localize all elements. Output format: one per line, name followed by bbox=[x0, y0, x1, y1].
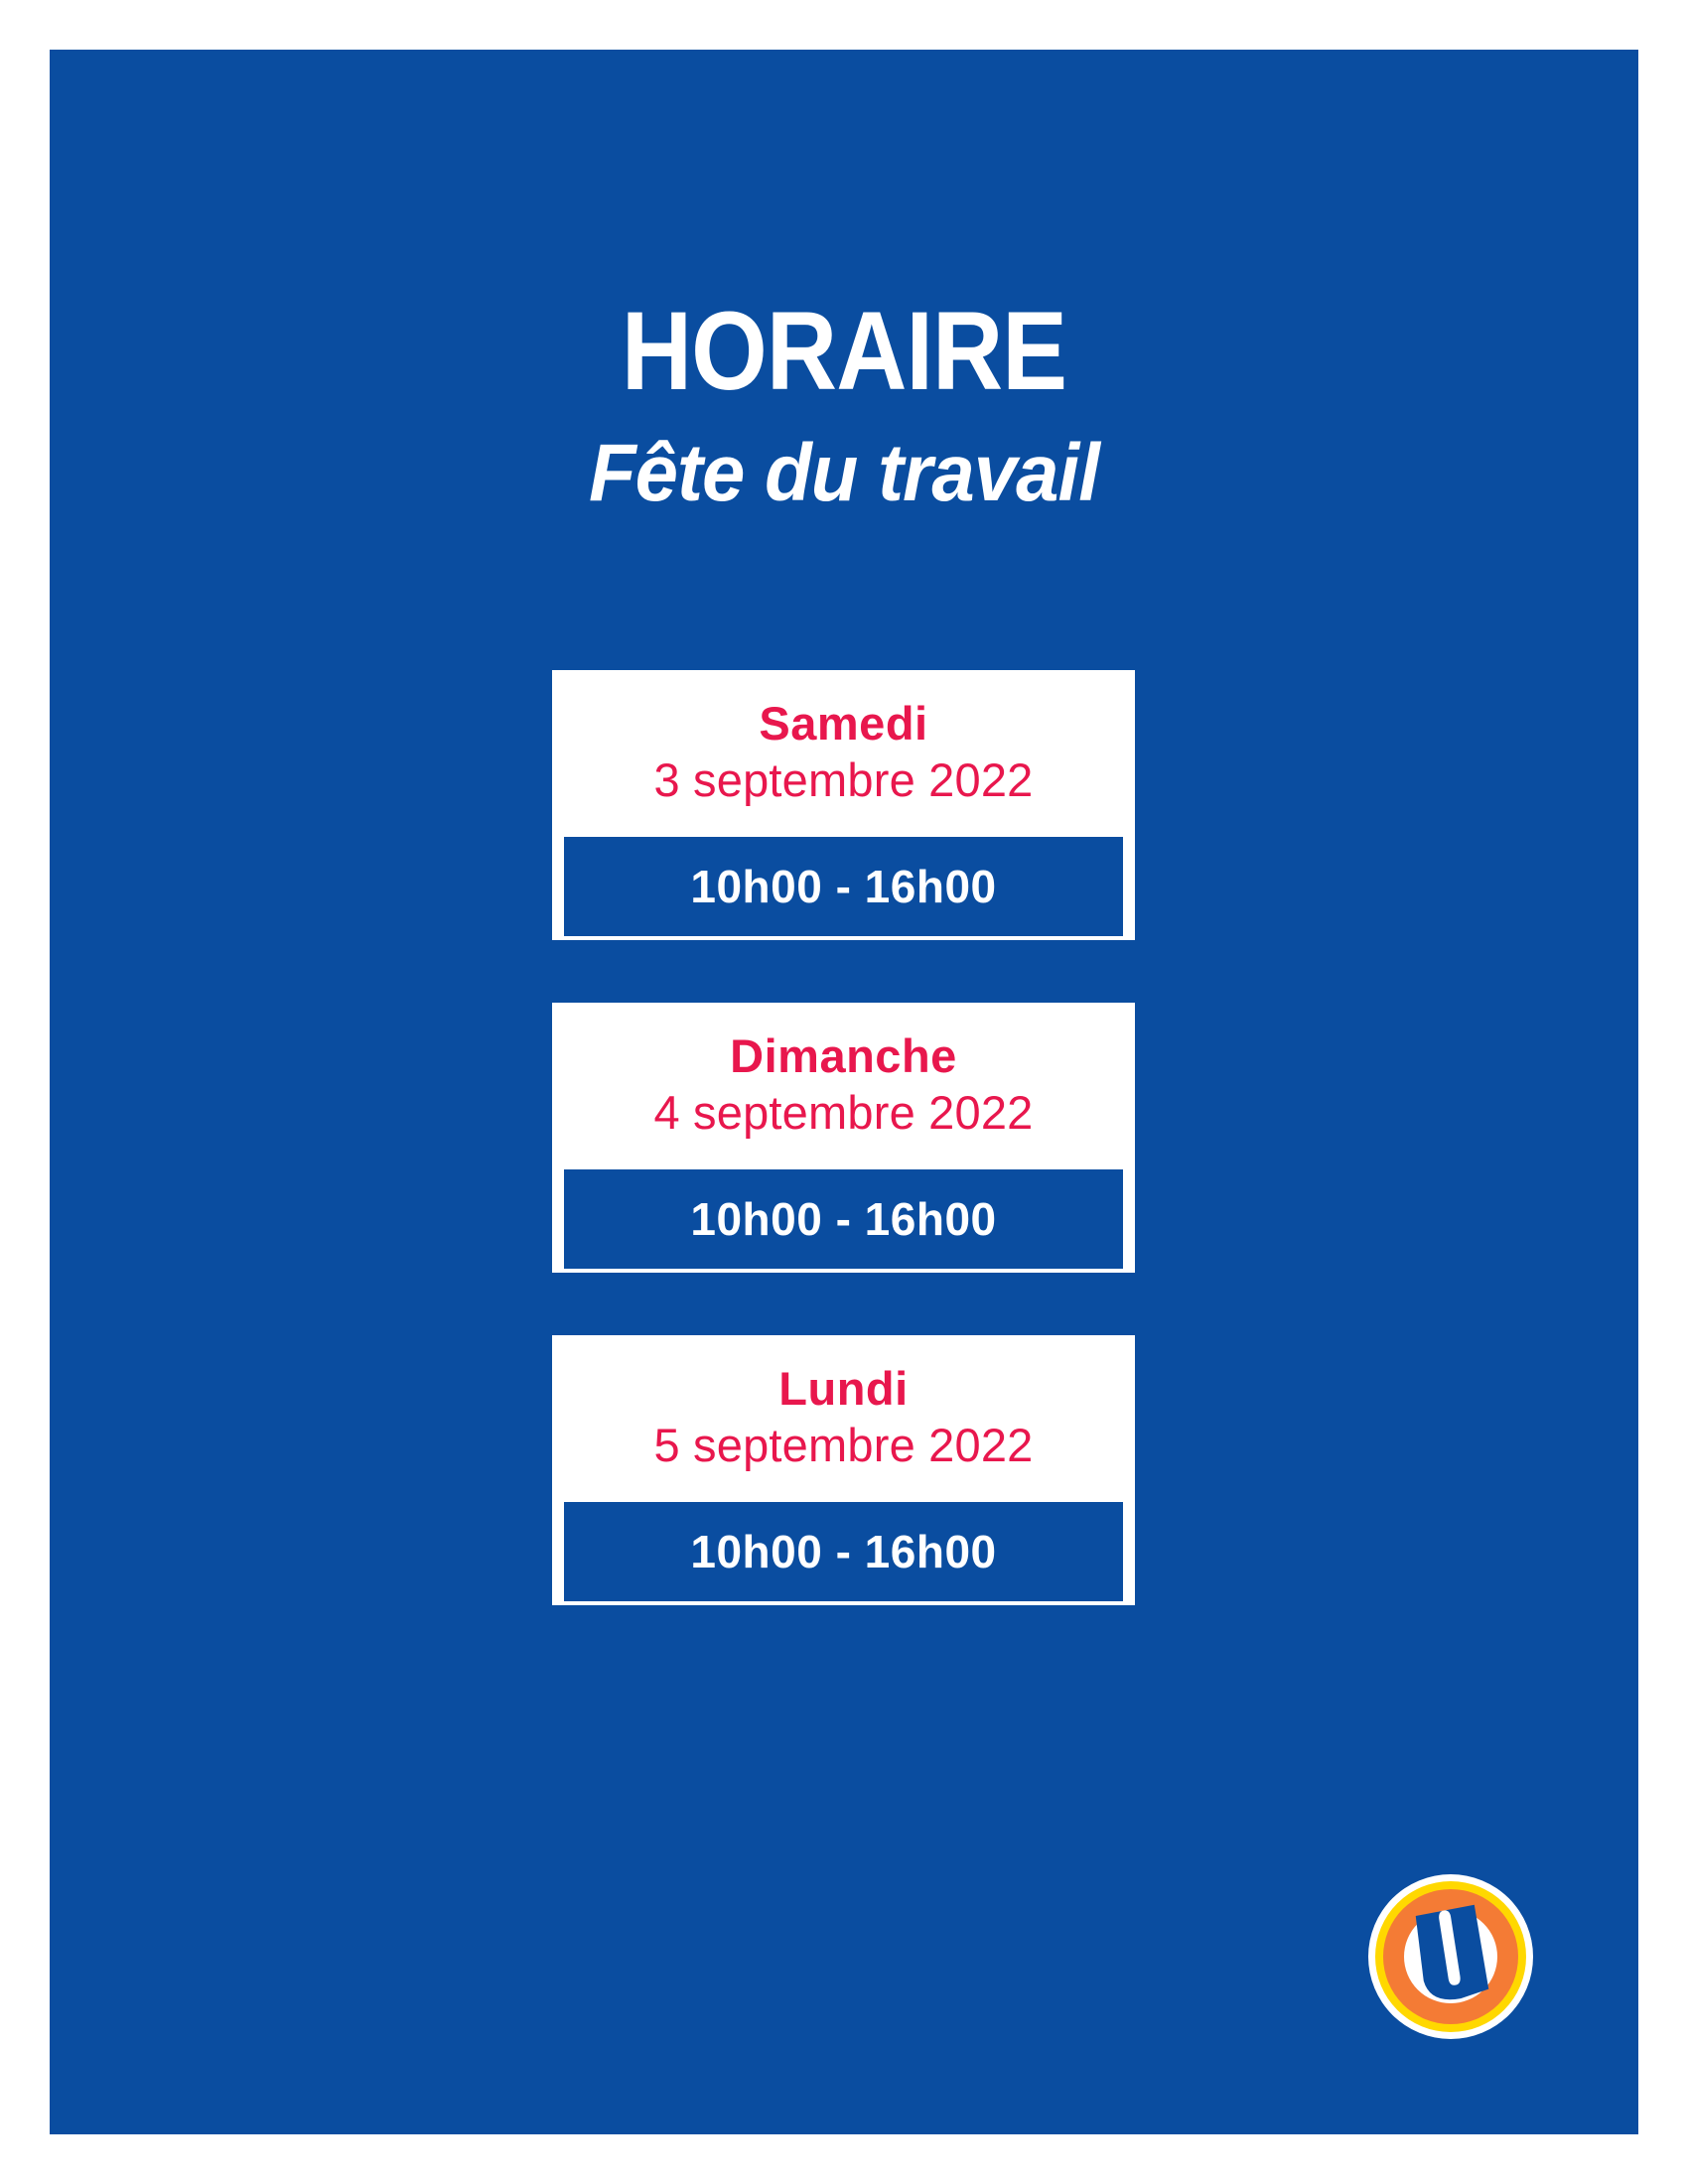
card-hours-band: 10h00 - 16h00 bbox=[560, 833, 1127, 940]
card-day-label: Samedi bbox=[759, 697, 928, 750]
poster-panel: HORAIRE Fête du travail Samedi 3 septemb… bbox=[50, 50, 1638, 2134]
card-date-label: 5 septembre 2022 bbox=[653, 1419, 1034, 1471]
card-hours-label: 10h00 - 16h00 bbox=[690, 861, 997, 912]
card-hours-label: 10h00 - 16h00 bbox=[690, 1193, 997, 1245]
schedule-card: Lundi 5 septembre 2022 10h00 - 16h00 bbox=[552, 1335, 1135, 1605]
uniprix-u-logo-icon bbox=[1368, 1874, 1533, 2039]
schedule-card: Samedi 3 septembre 2022 10h00 - 16h00 bbox=[552, 670, 1135, 940]
page-title: HORAIRE bbox=[621, 289, 1067, 413]
card-day-label: Lundi bbox=[778, 1362, 909, 1415]
card-date-label: 4 septembre 2022 bbox=[653, 1086, 1034, 1139]
card-day-label: Dimanche bbox=[730, 1029, 957, 1082]
card-hours-band: 10h00 - 16h00 bbox=[560, 1498, 1127, 1605]
schedule-card-list: Samedi 3 septembre 2022 10h00 - 16h00 Di… bbox=[552, 670, 1135, 1613]
card-date-label: 3 septembre 2022 bbox=[653, 753, 1034, 806]
card-hours-band: 10h00 - 16h00 bbox=[560, 1165, 1127, 1273]
page-subtitle: Fête du travail bbox=[589, 428, 1100, 518]
schedule-card: Dimanche 4 septembre 2022 10h00 - 16h00 bbox=[552, 1003, 1135, 1273]
brand-logo bbox=[1368, 1874, 1533, 2039]
card-hours-label: 10h00 - 16h00 bbox=[690, 1526, 997, 1577]
poster-header: HORAIRE Fête du travail bbox=[50, 296, 1638, 514]
